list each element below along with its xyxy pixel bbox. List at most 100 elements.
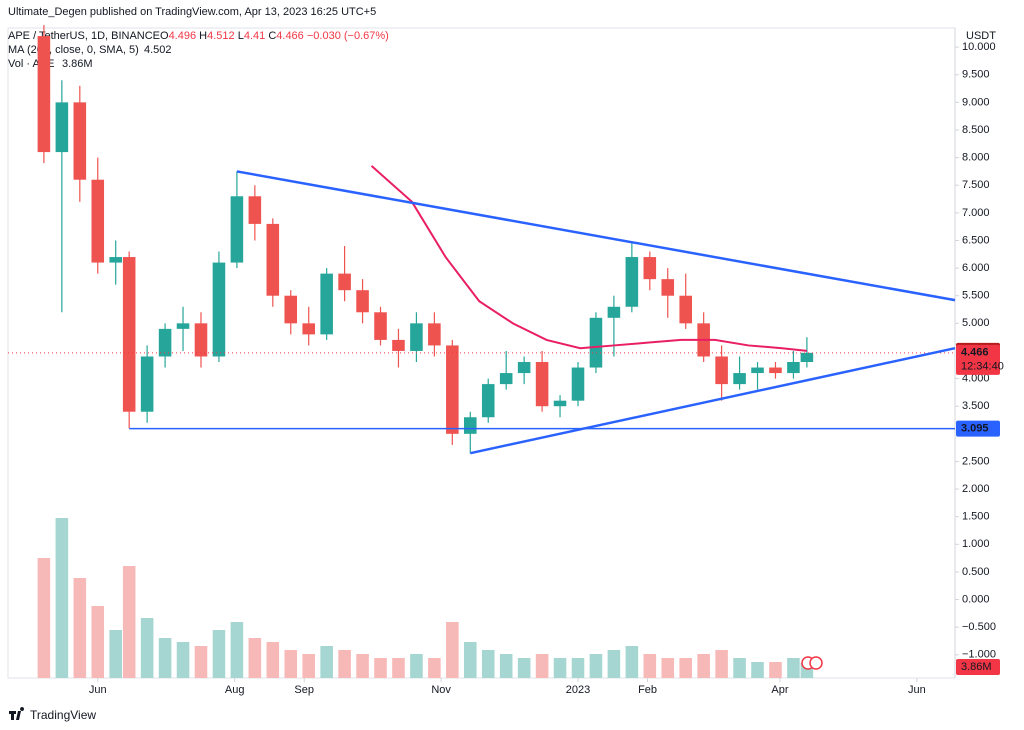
volume-bar	[338, 650, 351, 678]
volume-bar	[122, 566, 136, 678]
last-price-tag-countdown: 12:34:40	[961, 361, 1004, 373]
y-tick-label: 6.000	[962, 262, 990, 274]
candle-body	[338, 273, 351, 291]
candle-body	[248, 196, 262, 224]
y-tick-label: 0.500	[962, 566, 990, 578]
legend-ohlc: O4.496 H4.512 L4.41 C4.466 −0.030 (−0.67…	[160, 30, 389, 42]
ohlc-label: L	[238, 30, 244, 42]
candle-body	[661, 279, 675, 296]
x-tick-label: Feb	[638, 684, 657, 696]
volume-bar	[625, 646, 639, 678]
volume-bar	[787, 658, 800, 678]
candle-body	[302, 323, 315, 335]
candle-body	[787, 362, 800, 374]
volume-bar	[230, 622, 244, 678]
candle-body	[733, 373, 746, 385]
volume-bar	[481, 650, 495, 678]
last-price-tag-box	[956, 344, 1000, 375]
y-tick-label: 10.000	[962, 41, 996, 53]
volume-bar	[320, 646, 333, 678]
volume-bar	[140, 618, 154, 678]
candle-body	[109, 257, 122, 263]
volume-bar	[356, 654, 369, 678]
candle-body	[392, 339, 405, 351]
last-price-tag: 4.466	[961, 347, 989, 359]
candle-body	[517, 362, 531, 374]
brand: TradingView	[30, 708, 96, 722]
volume-bar	[715, 650, 728, 678]
x-tick-label: 2023	[566, 684, 590, 696]
volume-bar	[463, 642, 477, 678]
volume-bar	[55, 518, 69, 678]
volume-bar	[176, 642, 190, 678]
ohlc-change: −0.030 (−0.67%)	[307, 30, 389, 42]
y-tick-label: 9.500	[962, 69, 990, 81]
trendline	[470, 346, 956, 455]
candle-body	[625, 257, 639, 307]
volume-bar	[553, 658, 567, 678]
candle-body	[122, 257, 136, 412]
y-tick-label: 0.000	[962, 593, 990, 605]
x-tick-label: Jun	[89, 684, 107, 696]
candle-body	[266, 223, 280, 296]
volume-bar	[769, 662, 782, 678]
candle-body	[428, 323, 441, 346]
candle-body	[320, 273, 333, 335]
candle-body	[140, 356, 154, 412]
y-tick-label: 6.500	[962, 234, 990, 246]
candle-body	[374, 312, 387, 340]
y-tick-label: −0.500	[962, 621, 996, 633]
y-tick-label: 8.500	[962, 124, 990, 136]
x-tick-label: Aug	[225, 684, 245, 696]
x-tick-label: Apr	[771, 684, 788, 696]
y-tick-label: 7.000	[962, 207, 990, 219]
y-tick-label: 4.000	[962, 372, 990, 384]
ohlc-value: 4.512	[207, 30, 235, 42]
volume-bar	[374, 658, 387, 678]
volume-bar	[607, 650, 621, 678]
candle-body	[553, 400, 567, 407]
candle-body	[446, 345, 459, 434]
volume-bar	[517, 658, 531, 678]
ohlc-label: O	[160, 30, 169, 42]
volume-bar	[248, 638, 262, 678]
candle-body	[607, 306, 621, 318]
volume-bar	[212, 630, 226, 678]
candle-body	[176, 323, 190, 329]
ohlc-value: 4.466	[276, 30, 304, 42]
volume-bar	[751, 662, 764, 678]
volume-bar	[284, 650, 298, 678]
candle-body	[410, 323, 423, 351]
candle-body	[800, 352, 814, 363]
ohlc-label: H	[199, 30, 207, 42]
hline-tag-box	[956, 420, 1000, 437]
event-icon	[809, 656, 823, 670]
logo	[9, 707, 25, 720]
volume-bar	[194, 646, 208, 678]
candle-body	[679, 295, 692, 324]
x-tick-label: Nov	[431, 684, 451, 696]
legend-ma: MA (200, close, 0, SMA, 5)	[8, 44, 139, 56]
candle-body	[481, 384, 495, 418]
ma-line	[370, 165, 807, 352]
y-tick-label: 8.000	[962, 152, 990, 164]
ohlc-value: 4.496	[169, 30, 197, 42]
x-tick-label: Jun	[908, 684, 926, 696]
legend-ma-value: 4.502	[144, 44, 172, 56]
volume-bar	[73, 578, 87, 678]
volume-bar	[446, 622, 459, 678]
candle-body	[55, 102, 69, 153]
candle-body	[230, 196, 244, 263]
legend-vol-value: 3.86M	[62, 58, 93, 70]
candle-body	[91, 179, 105, 263]
y-tick-label: 2.500	[962, 455, 990, 467]
candle-body	[463, 417, 477, 434]
y-tick-label: 2.000	[962, 483, 990, 495]
y-tick-label: −1.000	[962, 649, 996, 661]
candle-body	[571, 367, 585, 401]
volume-bar	[733, 658, 746, 678]
y-tick-label: 1.500	[962, 511, 990, 523]
candle-body	[284, 295, 298, 324]
